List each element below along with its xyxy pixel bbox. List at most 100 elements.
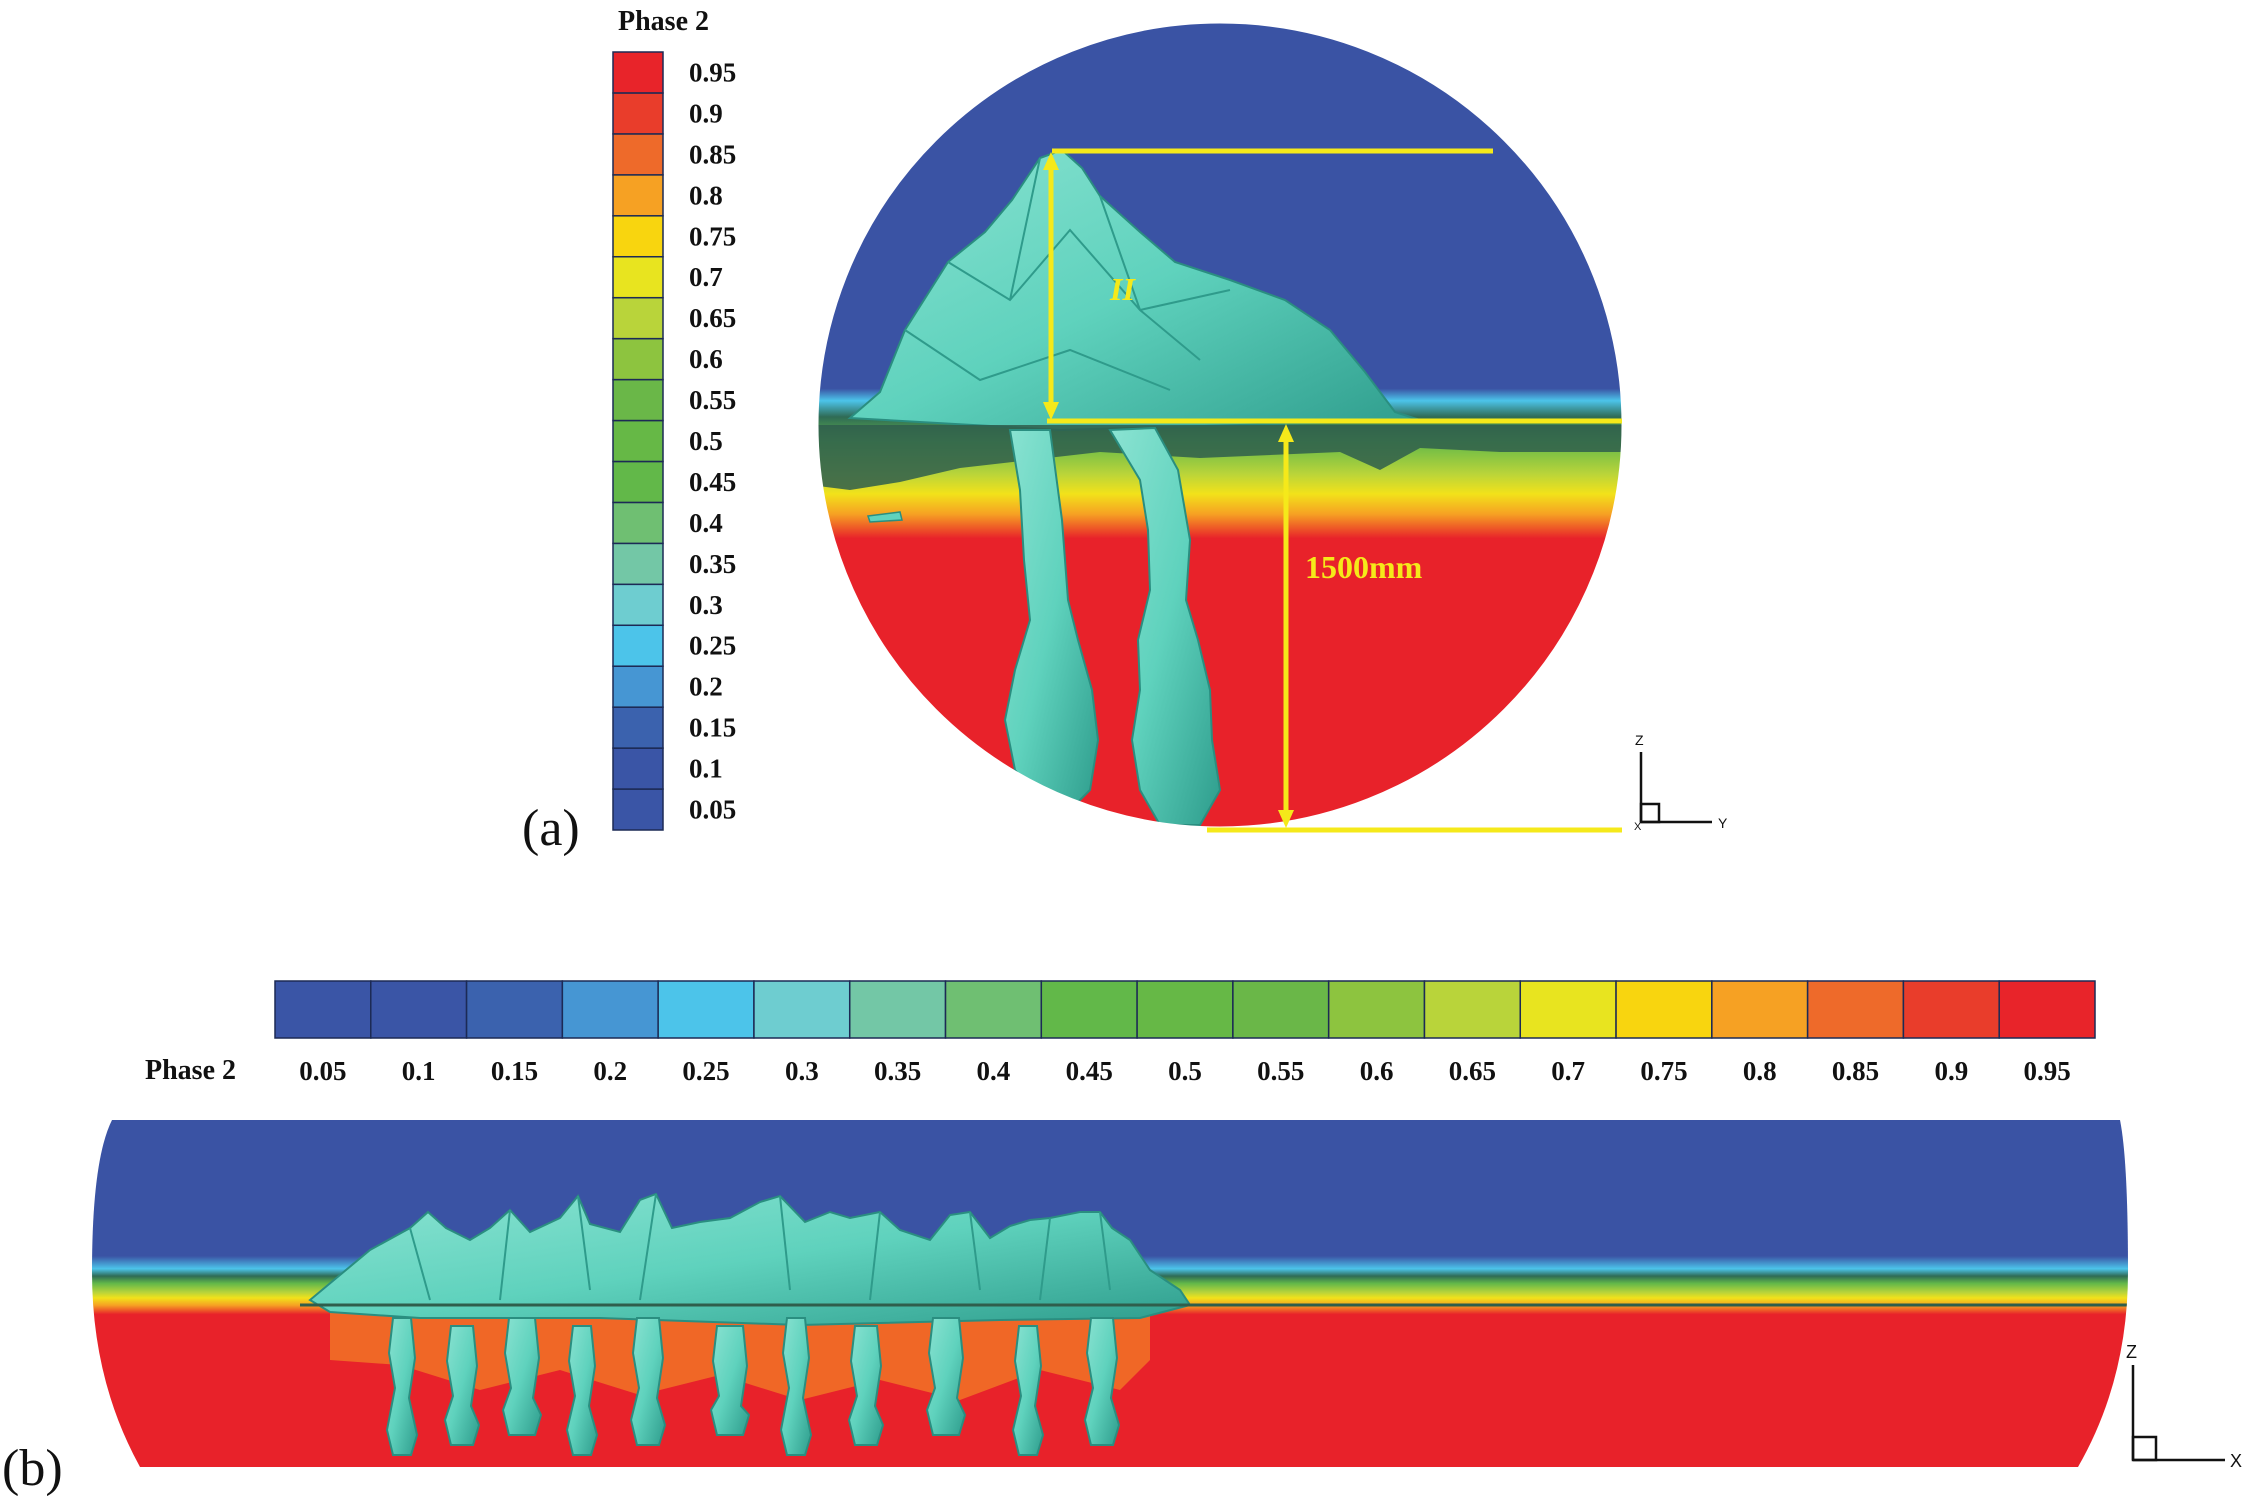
legend-a-tick-0.1: 0.1 bbox=[689, 754, 723, 784]
legend-a-swatch-0.85 bbox=[612, 133, 664, 176]
legend-b-swatch-0.25 bbox=[657, 980, 755, 1039]
legend-b-tick-labels: 0.05 0.1 0.15 0.2 0.25 0.3 0.35 0.4 0.45 0.5 0.55 0… bbox=[299, 1056, 2070, 1086]
bubble-column-b-10 bbox=[1011, 1325, 1045, 1456]
legend-a-tick-0.25: 0.25 bbox=[689, 631, 736, 661]
legend-a-tick-0.5: 0.5 bbox=[689, 426, 723, 456]
legend-b-swatch-0.15 bbox=[465, 980, 564, 1039]
legend-b-tick-0.35: 0.35 bbox=[874, 1056, 921, 1086]
legend-a-swatch-0.65 bbox=[612, 296, 664, 340]
legend-a-tick-0.6: 0.6 bbox=[689, 344, 723, 374]
legend-b-tick-0.95: 0.95 bbox=[2023, 1056, 2070, 1086]
legend-a-swatch-0.45 bbox=[612, 460, 664, 504]
axis-x-label-a: X bbox=[1634, 821, 1642, 833]
legend-a-swatch-0.7 bbox=[612, 255, 664, 299]
legend-a-swatch-0.4 bbox=[612, 501, 664, 545]
legend-b-tick-0.85: 0.85 bbox=[1832, 1056, 1879, 1086]
legend-b-swatch-0.65 bbox=[1423, 980, 1522, 1039]
legend-b-swatch-0.4 bbox=[944, 980, 1043, 1039]
legend-a-swatch-0.05 bbox=[612, 788, 664, 831]
legend-b-swatch-0.2 bbox=[561, 980, 659, 1039]
legend-b-tick-0.4: 0.4 bbox=[977, 1056, 1011, 1086]
bubble-band-b-facets bbox=[409, 1193, 1111, 1301]
legend-b-title: Phase 2 bbox=[145, 1055, 236, 1086]
legend-b-swatch-0.75 bbox=[1615, 980, 1713, 1039]
legend-b-swatch-0.45 bbox=[1040, 980, 1138, 1039]
legend-a-swatch-0.25 bbox=[612, 624, 664, 667]
legend-a-tick-0.95: 0.95 bbox=[689, 57, 736, 87]
bubble-column-b-4 bbox=[565, 1325, 599, 1456]
legend-b-tick-0.05: 0.05 bbox=[299, 1056, 346, 1086]
legend-b-swatch-0.05 bbox=[274, 980, 372, 1039]
height-arrow-head-up bbox=[1043, 152, 1059, 170]
legend-a-colorbar: 0.05 0.1 0.15 0.2 0.25 0.3 0.35 0.4 0.45 0.5 0.55 0… bbox=[612, 51, 736, 831]
legend-a-tick-0.75: 0.75 bbox=[689, 221, 736, 251]
height-arrow-head-down bbox=[1043, 402, 1059, 420]
dimension-annotations-a bbox=[1043, 148, 1622, 833]
legend-b-swatch-0.55 bbox=[1232, 980, 1330, 1039]
bubble-band-b bbox=[308, 1192, 1192, 1327]
legend-b-tick-0.8: 0.8 bbox=[1743, 1056, 1777, 1086]
legend-b-tick-0.55: 0.55 bbox=[1257, 1056, 1304, 1086]
legend-b-tick-0.3: 0.3 bbox=[785, 1056, 819, 1086]
panel-a: Phase 2 0.05 0.1 0.15 0.2 0.25 0.3 0.35 0.4 0.45… bbox=[522, 6, 1728, 857]
dimension-label-1500mm: 1500mm bbox=[1305, 549, 1423, 585]
legend-b-swatch-0.35 bbox=[848, 980, 947, 1039]
bubble-dome-a bbox=[847, 148, 1421, 432]
cross-section-b bbox=[92, 1120, 2128, 1467]
legend-a-tick-0.45: 0.45 bbox=[689, 467, 736, 497]
axis-triad-a bbox=[1639, 752, 1712, 824]
bubble-column-b-11 bbox=[1083, 1317, 1121, 1446]
legend-a-tick-0.9: 0.9 bbox=[689, 98, 723, 128]
legend-b-tick-0.9: 0.9 bbox=[1934, 1056, 1968, 1086]
depth-arrow-head-down bbox=[1278, 810, 1294, 828]
legend-b-swatch-0.95 bbox=[1998, 980, 2096, 1039]
legend-a-swatch-0.5 bbox=[612, 419, 664, 463]
legend-b-swatch-0.9 bbox=[1902, 980, 2000, 1039]
legend-a-tick-0.3: 0.3 bbox=[689, 590, 723, 620]
axis-y-label-a: Y bbox=[1718, 815, 1728, 831]
axis-x-label-b: X bbox=[2230, 1451, 2242, 1471]
axis-z-label-a: Z bbox=[1635, 732, 1644, 748]
legend-a-tick-0.4: 0.4 bbox=[689, 508, 723, 538]
bubble-column-b-2 bbox=[443, 1325, 481, 1446]
bubble-column-right-a bbox=[1108, 426, 1222, 826]
bubble-column-b-1 bbox=[385, 1317, 419, 1456]
legend-b-tick-0.6: 0.6 bbox=[1360, 1056, 1394, 1086]
panel-b-label: (b) bbox=[2, 1440, 63, 1496]
bubble-columns-b bbox=[385, 1317, 1121, 1456]
bubble-column-b-5 bbox=[629, 1317, 667, 1446]
bubble-dome-a-facets bbox=[904, 157, 1231, 391]
legend-b-tick-0.5: 0.5 bbox=[1168, 1056, 1202, 1086]
legend-b-colorbar bbox=[274, 980, 2096, 1039]
legend-b-tick-0.75: 0.75 bbox=[1640, 1056, 1687, 1086]
legend-b-swatch-0.85 bbox=[1806, 980, 1905, 1039]
legend-a-swatch-0.8 bbox=[612, 174, 664, 217]
legend-b-tick-0.1: 0.1 bbox=[402, 1056, 436, 1086]
depth-arrow-head-up bbox=[1278, 424, 1294, 442]
legend-b-swatch-0.1 bbox=[370, 980, 468, 1039]
legend-a-tick-0.7: 0.7 bbox=[689, 262, 723, 292]
legend-a-swatch-0.55 bbox=[612, 378, 664, 422]
legend-a-swatch-0.2 bbox=[612, 665, 664, 708]
axis-triad-b bbox=[2131, 1365, 2225, 1462]
legend-b-tick-0.7: 0.7 bbox=[1551, 1056, 1585, 1086]
legend-a-swatch-0.3 bbox=[612, 583, 664, 627]
legend-a-swatch-0.1 bbox=[612, 747, 664, 790]
legend-a-tick-0.2: 0.2 bbox=[689, 672, 723, 702]
legend-b-tick-0.45: 0.45 bbox=[1066, 1056, 1113, 1086]
legend-b-swatch-0.3 bbox=[753, 980, 851, 1039]
bubble-column-b-8 bbox=[847, 1325, 885, 1446]
axis-z-label-b: Z bbox=[2126, 1342, 2137, 1362]
legend-b-swatch-0.7 bbox=[1519, 980, 1617, 1039]
legend-a-tick-0.55: 0.55 bbox=[689, 385, 736, 415]
legend-b-tick-0.15: 0.15 bbox=[491, 1056, 538, 1086]
legend-a-swatch-0.9 bbox=[612, 92, 664, 135]
region-label-ii: II bbox=[1109, 271, 1136, 307]
legend-a-tick-0.05: 0.05 bbox=[689, 795, 736, 825]
cross-section-a-outline bbox=[817, 22, 1623, 828]
bubble-column-b-7 bbox=[779, 1317, 813, 1456]
legend-b-tick-0.2: 0.2 bbox=[593, 1056, 627, 1086]
panel-a-label: (a) bbox=[522, 800, 580, 857]
legend-a-tick-0.15: 0.15 bbox=[689, 713, 736, 743]
